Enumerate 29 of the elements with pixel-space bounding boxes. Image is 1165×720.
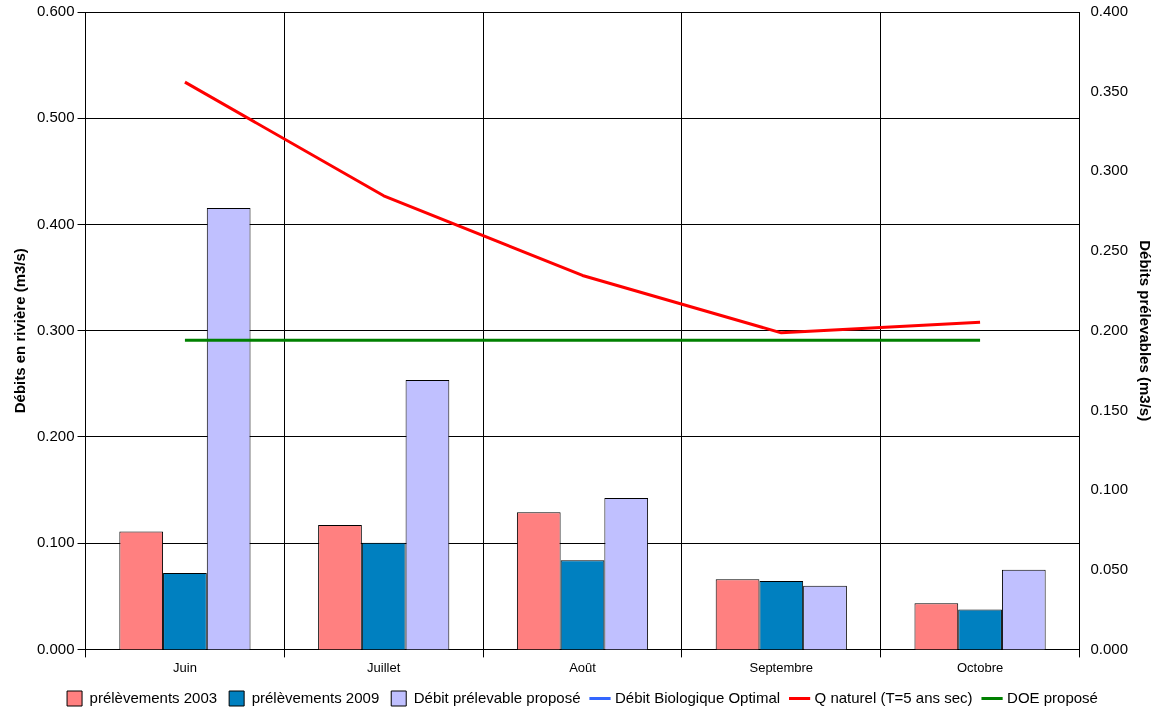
legend-label: prélèvements 2003 [89, 688, 218, 706]
y-axis-title: Débits en rivière (m3/s) [11, 248, 29, 414]
y2-tick-label: 0.150 [1090, 400, 1129, 418]
legend-label: prélèvements 2009 [251, 688, 380, 706]
x-tick-label: Octobre [956, 659, 1004, 675]
x-tick-label: Août [569, 659, 597, 675]
y2-tick-label: 0.000 [1090, 639, 1129, 657]
y-tick-label: 0.000 [36, 639, 75, 657]
y2-tick-label: 0.250 [1090, 241, 1129, 259]
legend-label: Q naturel (T=5 ans sec) [814, 688, 973, 706]
y2-tick-label: 0.350 [1090, 81, 1129, 99]
y2-tick-label: 0.200 [1090, 320, 1129, 338]
x-tick-label: Septembre [749, 659, 814, 675]
y-tick-label: 0.200 [36, 427, 75, 445]
y2-tick-label: 0.100 [1090, 480, 1129, 498]
y2-tick-label: 0.050 [1090, 559, 1129, 577]
y-tick-label: 0.300 [36, 320, 75, 338]
y2-tick-label: 0.300 [1090, 161, 1129, 179]
legend-label: Débit Biologique Optimal [614, 688, 781, 706]
y-tick-label: 0.500 [36, 108, 75, 126]
y-tick-label: 0.600 [36, 2, 75, 20]
y-tick-label: 0.100 [36, 533, 75, 551]
x-tick-label: Juillet [367, 659, 401, 675]
y2-axis-title: Débits prélevables (m3/s) [1136, 240, 1154, 422]
x-tick-label: Juin [173, 659, 197, 675]
y2-tick-label: 0.400 [1090, 2, 1129, 20]
legend-label: Débit prélevable proposé [413, 688, 581, 706]
y-tick-label: 0.400 [36, 214, 75, 232]
legend-label: DOE proposé [1007, 688, 1098, 706]
